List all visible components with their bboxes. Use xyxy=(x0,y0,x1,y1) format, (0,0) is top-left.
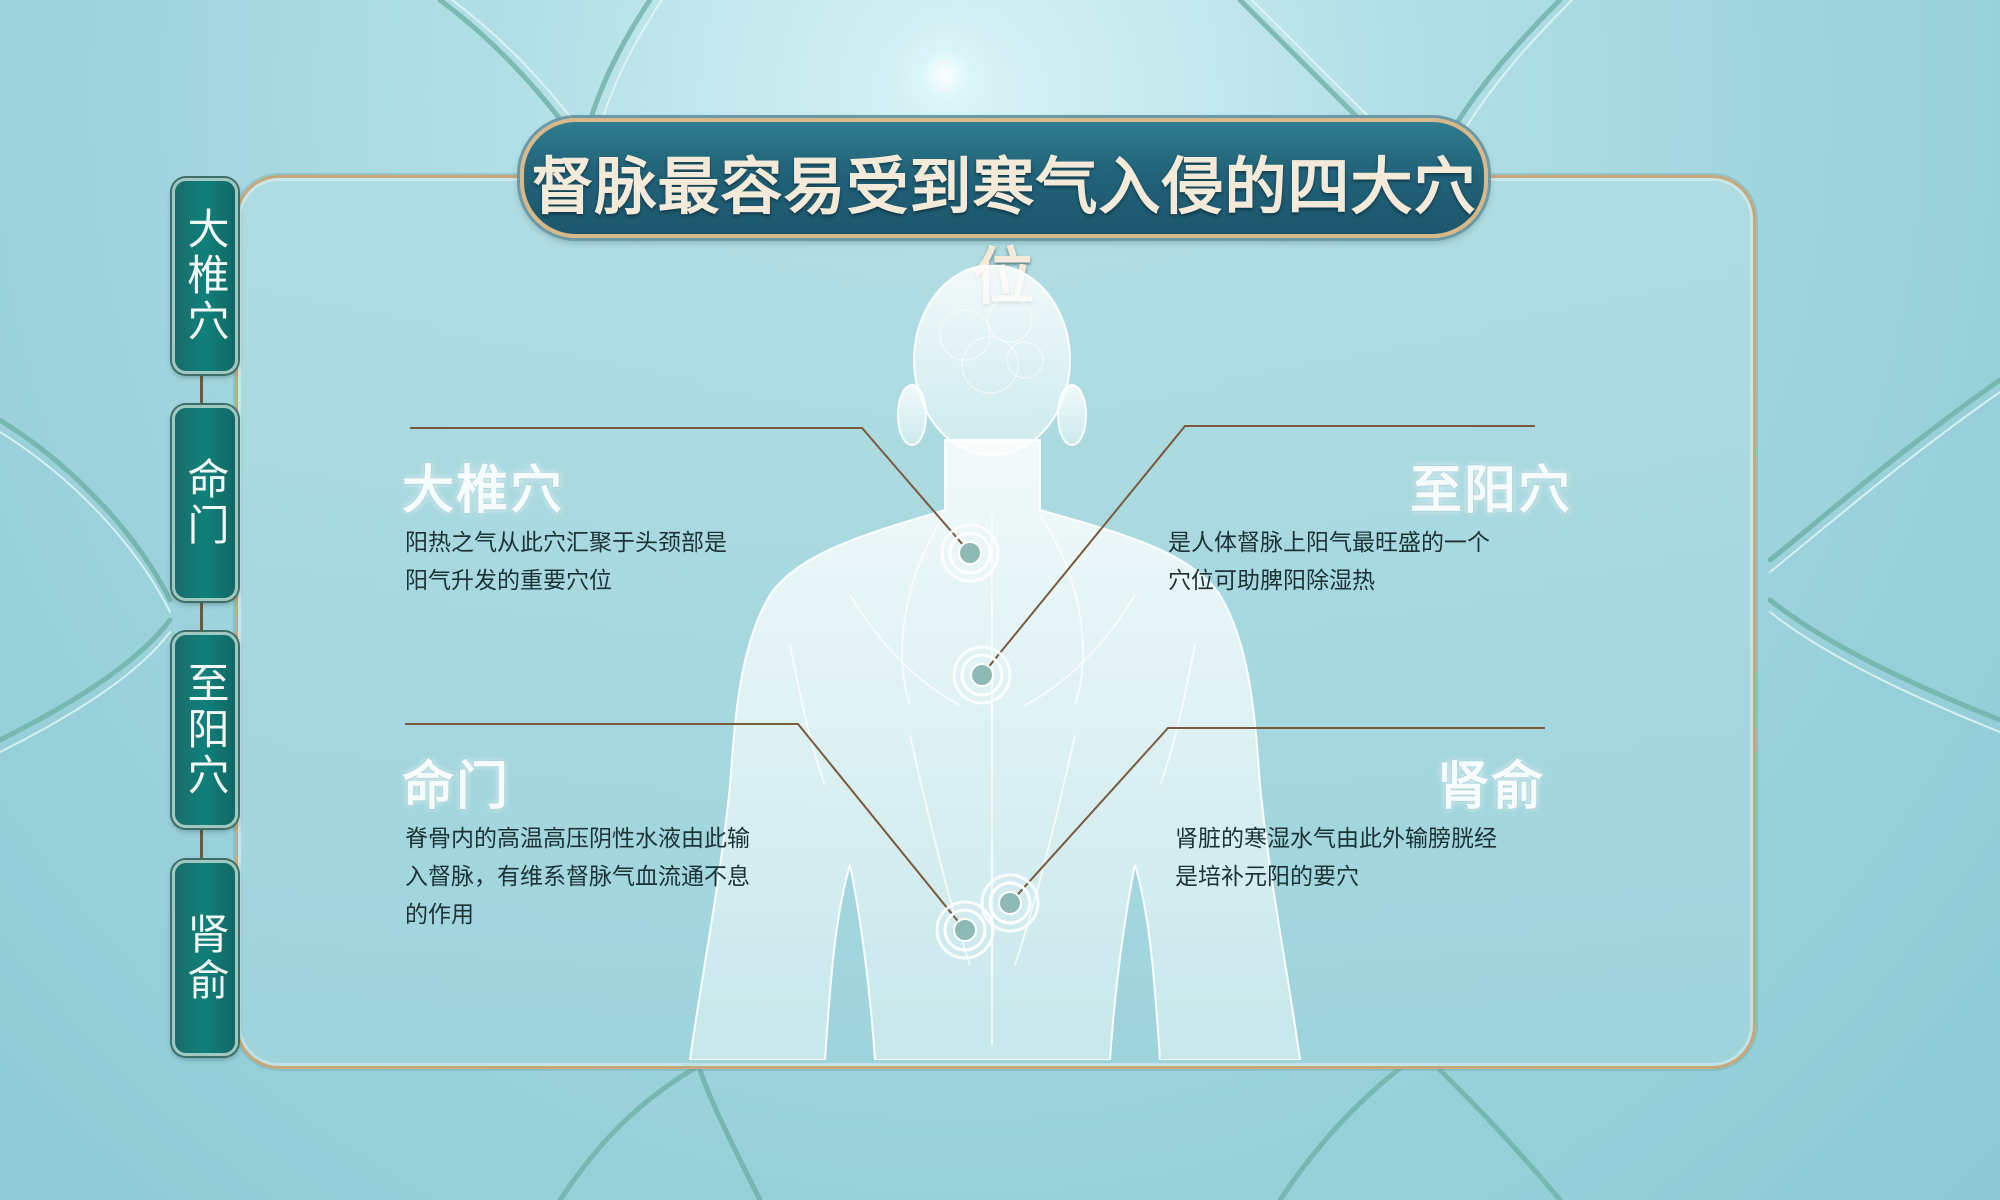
tab-mingmen[interactable]: 命门 xyxy=(172,405,238,601)
label-shenshu-name: 肾俞 xyxy=(1436,757,1545,817)
tab-shenshu[interactable]: 肾俞 xyxy=(172,860,238,1056)
title-banner: 督脉最容易受到寒气入侵的四大穴位 xyxy=(520,118,1488,313)
label-shenshu-desc: 肾脏的寒湿水气由此外输膀胱经 是培补元阳的要穴 xyxy=(1175,820,1497,896)
tab-zhiyang[interactable]: 至阳穴 xyxy=(172,632,238,828)
desc-line: 阳气升发的重要穴位 xyxy=(405,568,612,594)
desc-line: 阳热之气从此穴汇聚于头颈部是 xyxy=(405,530,727,556)
tab-label: 肾俞 xyxy=(181,912,230,1004)
light-glow xyxy=(890,30,1000,120)
label-dazhui-name: 大椎穴 xyxy=(402,461,565,521)
label-zhiyang-desc: 是人体督脉上阳气最旺盛的一个 穴位可助脾阳除湿热 xyxy=(1168,524,1490,600)
label-dazhui-desc: 阳热之气从此穴汇聚于头颈部是 阳气升发的重要穴位 xyxy=(405,524,727,600)
label-mingmen-name: 命门 xyxy=(402,757,511,817)
desc-line: 肾脏的寒湿水气由此外输膀胱经 xyxy=(1175,826,1497,852)
desc-line: 穴位可助脾阳除湿热 xyxy=(1168,568,1375,594)
label-mingmen-desc: 脊骨内的高温高压阴性水液由此输 入督脉，有维系督脉气血流通不息 的作用 xyxy=(405,820,750,934)
desc-line: 是人体督脉上阳气最旺盛的一个 xyxy=(1168,530,1490,556)
label-zhiyang-name: 至阳穴 xyxy=(1410,461,1573,521)
desc-line: 入督脉，有维系督脉气血流通不息 xyxy=(405,864,750,890)
desc-line: 脊骨内的高温高压阴性水液由此输 xyxy=(405,826,750,852)
tab-connector-line xyxy=(200,185,203,1050)
tab-label: 命门 xyxy=(181,457,230,549)
tab-dazhui[interactable]: 大椎穴 xyxy=(172,178,238,374)
tab-label: 至阳穴 xyxy=(181,661,230,799)
desc-line: 的作用 xyxy=(405,902,474,928)
desc-line: 是培补元阳的要穴 xyxy=(1175,864,1359,890)
human-back-figure xyxy=(688,265,1302,1060)
tab-label: 大椎穴 xyxy=(181,207,230,345)
